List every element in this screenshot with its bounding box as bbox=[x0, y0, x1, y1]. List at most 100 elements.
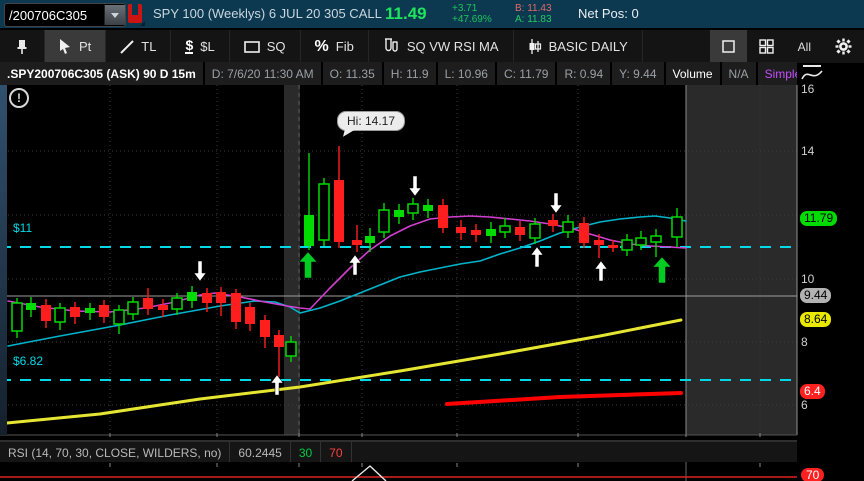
tool-fibonacci-button[interactable]: % Fib bbox=[301, 30, 369, 63]
sell-arrow-icon bbox=[408, 175, 422, 197]
rsi-plot[interactable] bbox=[0, 462, 864, 481]
symbol-input[interactable] bbox=[5, 7, 104, 23]
chart-header-segment-7[interactable]: Y: 9.44 bbox=[612, 62, 664, 85]
tool-trendline-label: TL bbox=[141, 39, 157, 54]
alert-flag-icon[interactable] bbox=[128, 4, 145, 26]
chart-header-segment-3[interactable]: H: 11.9 bbox=[383, 62, 436, 85]
percent-icon: % bbox=[314, 37, 329, 55]
rsi-header: RSI (14, 70, 30, CLOSE, WILDERS, no) 60.… bbox=[0, 440, 797, 464]
change-value: +3.71 bbox=[452, 3, 478, 14]
all-charts-button[interactable]: All bbox=[797, 39, 811, 54]
single-square-icon bbox=[721, 40, 735, 53]
axis-price-badge: 9.44 bbox=[800, 288, 832, 303]
symbol-input-group bbox=[4, 3, 126, 27]
grid-layout-button[interactable] bbox=[747, 30, 786, 63]
axis-tick-label: 16 bbox=[801, 82, 815, 96]
study-set-button[interactable]: SQ VW RSI MA bbox=[369, 30, 514, 63]
chart-status-icon[interactable]: ! bbox=[9, 88, 29, 108]
chart-header-segment-10[interactable]: Simple... bbox=[757, 62, 797, 85]
axis-price-badge: 8.64 bbox=[800, 312, 832, 327]
tool-pointer-button[interactable]: Pt bbox=[45, 30, 107, 63]
instrument-title: SPY 100 (Weeklys) 6 JUL 20 305 CALL bbox=[153, 6, 382, 21]
chart-header-segment-4[interactable]: L: 10.96 bbox=[437, 62, 495, 85]
axis-tick-label: 6 bbox=[801, 398, 808, 412]
rsi-study-label[interactable]: RSI (14, 70, 30, CLOSE, WILDERS, no) bbox=[0, 442, 231, 464]
chart-style-button[interactable]: BASIC DAILY bbox=[514, 30, 643, 63]
change-stack: +3.71 +47.69% bbox=[452, 3, 492, 25]
bid-value: B: 11.43 bbox=[515, 3, 552, 14]
signal-arrows bbox=[193, 175, 672, 396]
chart-header-segment-2[interactable]: O: 11.35 bbox=[322, 62, 382, 85]
tool-price-level-button[interactable]: $ $L bbox=[171, 30, 230, 63]
tool-price-level-label: $L bbox=[200, 39, 215, 54]
chart-style-label: BASIC DAILY bbox=[548, 39, 628, 54]
study-set-label: SQ VW RSI MA bbox=[406, 39, 499, 54]
tool-rectangle-label: SQ bbox=[266, 39, 286, 54]
chart-header-segment-9[interactable]: N/A bbox=[721, 62, 756, 85]
chart-left-edge bbox=[0, 85, 7, 435]
rsi-line bbox=[351, 465, 387, 481]
ask-value: A: 11.83 bbox=[515, 14, 552, 25]
buy-arrow-icon bbox=[530, 246, 544, 268]
single-chart-layout-button[interactable] bbox=[709, 30, 747, 63]
tool-pointer-label: Pt bbox=[79, 39, 92, 54]
change-percent: +47.69% bbox=[452, 14, 492, 25]
yellow-ma-line bbox=[5, 318, 683, 425]
tool-fibonacci-label: Fib bbox=[335, 39, 354, 54]
price-style-icon[interactable] bbox=[799, 63, 825, 85]
buy-arrow-icon bbox=[348, 254, 362, 276]
buy-arrow-icon bbox=[594, 260, 608, 282]
chevron-down-icon bbox=[111, 12, 119, 18]
net-position: Net Pos: 0 bbox=[578, 6, 639, 21]
sell-arrow-icon bbox=[193, 260, 207, 282]
rsi-oversold-level: 30 bbox=[291, 442, 322, 464]
bid-ask-stack: B: 11.43 A: 11.83 bbox=[515, 3, 552, 25]
chart-header-strip: .SPY200706C305 (ASK) 90 D 15m D: 7/6/20 1… bbox=[0, 62, 797, 85]
chart-header-segment-6[interactable]: R: 0.94 bbox=[557, 62, 611, 85]
axis-tick-label: 14 bbox=[801, 144, 815, 158]
chart-header-segment-1[interactable]: D: 7/6/20 11:30 AM bbox=[204, 62, 321, 85]
chart-header-segment-0[interactable]: .SPY200706C305 (ASK) 90 D 15m bbox=[0, 62, 203, 85]
toolbar-right-group: All bbox=[709, 30, 864, 63]
candles-layer bbox=[11, 146, 683, 377]
price-chart-plot[interactable] bbox=[0, 85, 864, 440]
tool-rectangle-button[interactable]: SQ bbox=[230, 30, 301, 63]
session-bands bbox=[284, 85, 797, 435]
price-level-label-682: $6.82 bbox=[13, 354, 44, 368]
candles-icon bbox=[529, 39, 541, 54]
trendline-icon bbox=[120, 39, 135, 54]
gear-icon bbox=[835, 38, 852, 55]
rsi-axis-badge: 70 bbox=[801, 468, 825, 481]
price-level-label-11: $11 bbox=[13, 221, 33, 235]
chart-header-segment-8[interactable]: Volume bbox=[665, 62, 720, 85]
quote-bar: SPY 100 (Weeklys) 6 JUL 20 305 CALL 11.4… bbox=[0, 0, 864, 28]
tool-trendline-button[interactable]: TL bbox=[106, 30, 172, 63]
axis-tick-label: 10 bbox=[801, 272, 815, 286]
rsi-value: 60.2445 bbox=[230, 442, 291, 464]
chart-settings-button[interactable] bbox=[823, 30, 864, 63]
axis-price-badge: 11.79 bbox=[800, 211, 838, 226]
rectangle-icon bbox=[243, 40, 260, 53]
cyan-ma-line bbox=[7, 215, 687, 347]
pin-toolbar-button[interactable] bbox=[0, 30, 45, 63]
flask-icon bbox=[384, 38, 398, 52]
last-price: 11.49 bbox=[385, 4, 427, 23]
cursor-icon bbox=[60, 39, 70, 54]
drawing-toolbar: Pt TL $ $L SQ % Fib bbox=[0, 28, 864, 64]
chart-header-segment-5[interactable]: C: 11.79 bbox=[496, 62, 556, 85]
symbol-dropdown-button[interactable] bbox=[104, 5, 125, 25]
axis-tick-label: 8 bbox=[801, 335, 808, 349]
buy-arrow-icon bbox=[298, 251, 318, 279]
high-tooltip: Hi: 14.17 bbox=[337, 111, 406, 131]
dollar-level-icon: $ bbox=[185, 37, 194, 54]
gridlines bbox=[0, 85, 798, 437]
buy-arrow-icon bbox=[270, 374, 284, 396]
buy-arrow-icon bbox=[652, 256, 672, 284]
grid-squares-icon bbox=[758, 39, 774, 54]
chart-area: ! $11 $6.82 Hi: 14.17 16 14 10 8 6 11.79 9.44 8… bbox=[0, 82, 864, 440]
pin-icon bbox=[17, 39, 27, 54]
rsi-overbought-level: 70 bbox=[321, 442, 352, 464]
red-trend-line bbox=[445, 391, 683, 406]
sell-arrow-icon bbox=[549, 192, 563, 214]
